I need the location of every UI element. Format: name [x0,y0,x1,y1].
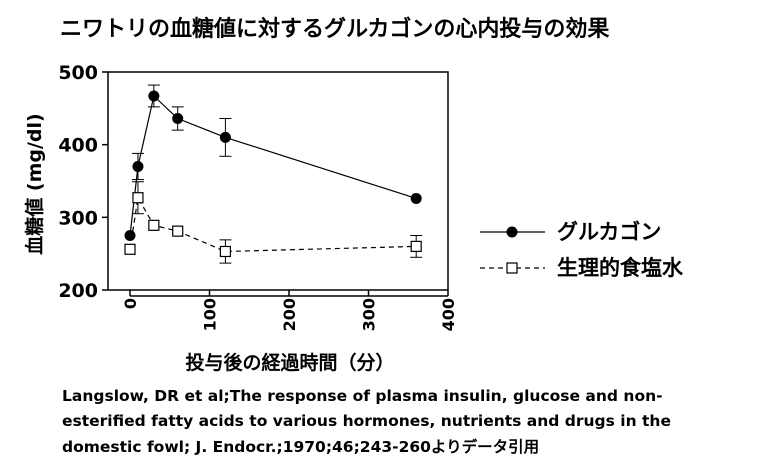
x-axis: 0 100 200 300 400 [121,290,458,331]
series-line [129,94,417,236]
x-tick-label: 100 [201,298,220,331]
plot-frame [107,71,449,291]
y-tick-label: 500 [58,62,98,84]
data-point [172,113,184,125]
legend-entry-saline: 生理的食塩水 [480,256,684,280]
citation-line-3: domestic fowl; J. Endocr.;1970;46;243-26… [62,437,539,456]
x-axis-label: 投与後の経過時間（分） [185,351,394,374]
legend-marker-glucagon [506,226,518,238]
data-point [132,160,144,172]
legend-label-glucagon: グルカゴン [557,220,661,244]
citation-line-1: Langslow, DR et al;The response of plasm… [62,387,663,405]
legend-entry-glucagon: グルカゴン [480,220,661,244]
data-point [219,245,231,258]
x-tick-label: 200 [280,298,299,331]
x-tick-label: 400 [439,298,458,331]
y-tick-label: 200 [58,280,98,302]
series-line [129,195,417,253]
series-saline [124,181,423,264]
y-axis-label: 血糖値 (mg/dl) [23,113,46,254]
data-point [410,192,422,204]
series-layer [124,84,423,264]
x-tick-label: 300 [360,298,379,331]
y-axis: 200 300 400 500 [58,62,108,302]
data-point [219,131,231,143]
citation-line-2: esterified fatty acids to various hormon… [62,412,671,430]
series-glucagon [124,84,422,241]
legend: グルカゴン 生理的食塩水 [480,220,684,280]
data-point [124,230,136,241]
data-point [124,243,136,255]
data-point [132,192,144,204]
plot-area [107,71,449,291]
data-point [148,219,160,231]
chart-title: ニワトリの血糖値に対するグルカゴンの心内投与の効果 [60,16,609,42]
citation: Langslow, DR et al;The response of plasm… [62,387,671,456]
legend-label-saline: 生理的食塩水 [557,256,684,280]
data-point [172,225,184,237]
x-tick-label: 0 [121,298,140,309]
data-point [410,240,422,252]
data-point [148,90,160,102]
y-tick-label: 400 [58,135,98,157]
y-tick-label: 300 [58,207,98,229]
legend-marker-saline [506,262,518,274]
